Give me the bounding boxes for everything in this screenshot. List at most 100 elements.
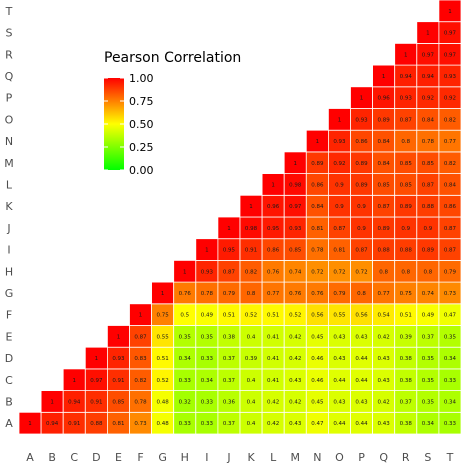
cell-value-label: 0.44	[355, 356, 368, 362]
cell-value-label: 0.33	[179, 378, 192, 384]
cell-value-label: 0.38	[400, 421, 413, 427]
cell-value-label: 0.44	[333, 378, 346, 384]
cell-value-label: 0.33	[444, 378, 457, 384]
cell-value-label: 0.74	[289, 269, 302, 275]
y-tick-label: B	[5, 395, 13, 408]
cell-value-label: 0.72	[311, 269, 323, 275]
cell-value-label: 0.87	[444, 248, 457, 254]
legend-tick-label: 0.25	[129, 141, 154, 154]
cell-value-label: 0.77	[378, 291, 391, 297]
x-tick-label: H	[181, 451, 189, 463]
cell-value-label: 0.92	[444, 96, 456, 102]
cell-value-label: 0.74	[422, 291, 435, 297]
cell-value-label: 0.91	[90, 399, 102, 405]
cell-value-label: 0.87	[134, 334, 147, 340]
cell-value-label: 0.54	[378, 313, 391, 319]
cell-value-label: 1	[382, 74, 386, 80]
cell-value-label: 1	[360, 96, 364, 102]
cell-value-label: 0.81	[311, 226, 323, 232]
y-tick-label: C	[5, 374, 13, 387]
cell-value-label: 0.91	[245, 248, 257, 254]
cell-value-label: 0.93	[444, 74, 457, 80]
cell-value-label: 1	[404, 52, 408, 58]
y-tick-label: S	[6, 27, 13, 40]
cell-value-label: 0.82	[444, 117, 456, 123]
cell-value-label: 0.88	[400, 248, 413, 254]
cell-value-label: 0.76	[289, 291, 302, 297]
y-tick-label: F	[6, 309, 12, 322]
y-tick-label: P	[6, 92, 13, 105]
cell-value-label: 0.93	[355, 117, 368, 123]
x-tick-label: Q	[379, 451, 388, 463]
cell-value-label: 0.9	[357, 204, 366, 210]
cell-value-label: 0.44	[355, 378, 368, 384]
cell-value-label: 0.8	[247, 291, 256, 297]
cell-value-label: 1	[338, 117, 342, 123]
cell-value-label: 0.98	[289, 182, 302, 188]
y-tick-label: Q	[5, 70, 14, 83]
cell-value-label: 0.91	[68, 421, 80, 427]
legend-colorbar	[104, 78, 124, 170]
cell-value-label: 0.38	[400, 378, 413, 384]
cell-value-label: 0.38	[400, 356, 413, 362]
cell-value-label: 0.9	[335, 204, 344, 210]
cell-value-label: 0.42	[267, 399, 279, 405]
cell-value-label: 0.34	[422, 421, 435, 427]
cell-value-label: 0.75	[157, 313, 170, 319]
y-tick-label: J	[6, 222, 10, 235]
cell-value-label: 0.52	[289, 313, 301, 319]
cell-value-label: 0.79	[333, 291, 346, 297]
cell-value-label: 0.8	[401, 139, 410, 145]
y-tick-label: A	[5, 417, 13, 430]
cell-value-label: 0.76	[311, 291, 324, 297]
cell-value-label: 0.39	[245, 356, 258, 362]
cell-value-label: 0.48	[157, 421, 170, 427]
cell-value-label: 0.49	[422, 313, 435, 319]
x-tick-label: E	[115, 451, 122, 463]
cell-value-label: 0.32	[179, 399, 191, 405]
cell-value-label: 0.56	[355, 313, 368, 319]
cell-value-label: 0.77	[444, 139, 457, 145]
cell-value-label: 0.8	[423, 269, 432, 275]
cell-value-label: 0.81	[112, 421, 124, 427]
cell-value-label: 0.78	[311, 248, 324, 254]
cell-value-label: 0.35	[422, 356, 435, 362]
cell-value-label: 0.76	[179, 291, 192, 297]
cell-value-label: 0.87	[422, 182, 435, 188]
cell-value-label: 0.94	[400, 74, 413, 80]
cell-value-label: 1	[249, 204, 253, 210]
cell-value-label: 0.97	[444, 52, 457, 58]
cell-value-label: 0.34	[444, 356, 457, 362]
x-tick-label: R	[402, 451, 410, 463]
cell-value-label: 0.33	[444, 421, 457, 427]
cell-value-label: 0.49	[201, 313, 214, 319]
x-tick-label: T	[446, 451, 454, 463]
cell-value-label: 0.35	[422, 399, 435, 405]
cell-value-label: 1	[294, 161, 298, 167]
cell-value-label: 1	[316, 139, 320, 145]
legend-tick-label: 0.50	[129, 118, 154, 131]
cell-value-label: 0.94	[46, 421, 59, 427]
cell-value-label: 1	[50, 399, 54, 405]
cell-value-label: 0.44	[355, 421, 368, 427]
cell-value-label: 0.97	[422, 52, 435, 58]
x-tick-label: O	[335, 451, 344, 463]
cell-value-label: 0.35	[179, 334, 192, 340]
cell-value-label: 0.4	[247, 334, 256, 340]
y-tick-label: D	[5, 352, 13, 365]
cell-value-label: 0.82	[245, 269, 257, 275]
x-tick-label: L	[270, 451, 277, 463]
cell-value-label: 0.48	[157, 399, 170, 405]
cell-value-label: 0.82	[444, 161, 456, 167]
cell-value-label: 0.37	[422, 334, 435, 340]
cell-value-label: 0.96	[267, 204, 280, 210]
cell-value-label: 0.94	[422, 74, 435, 80]
cell-value-label: 0.9	[401, 226, 410, 232]
legend-tick-label: 0.75	[129, 95, 154, 108]
cell-value-label: 0.4	[247, 399, 256, 405]
cell-value-label: 0.92	[333, 161, 345, 167]
cell-value-label: 0.51	[400, 313, 412, 319]
cell-value-label: 0.56	[311, 313, 324, 319]
cell-value-label: 0.84	[311, 204, 324, 210]
cell-value-label: 0.77	[267, 291, 280, 297]
